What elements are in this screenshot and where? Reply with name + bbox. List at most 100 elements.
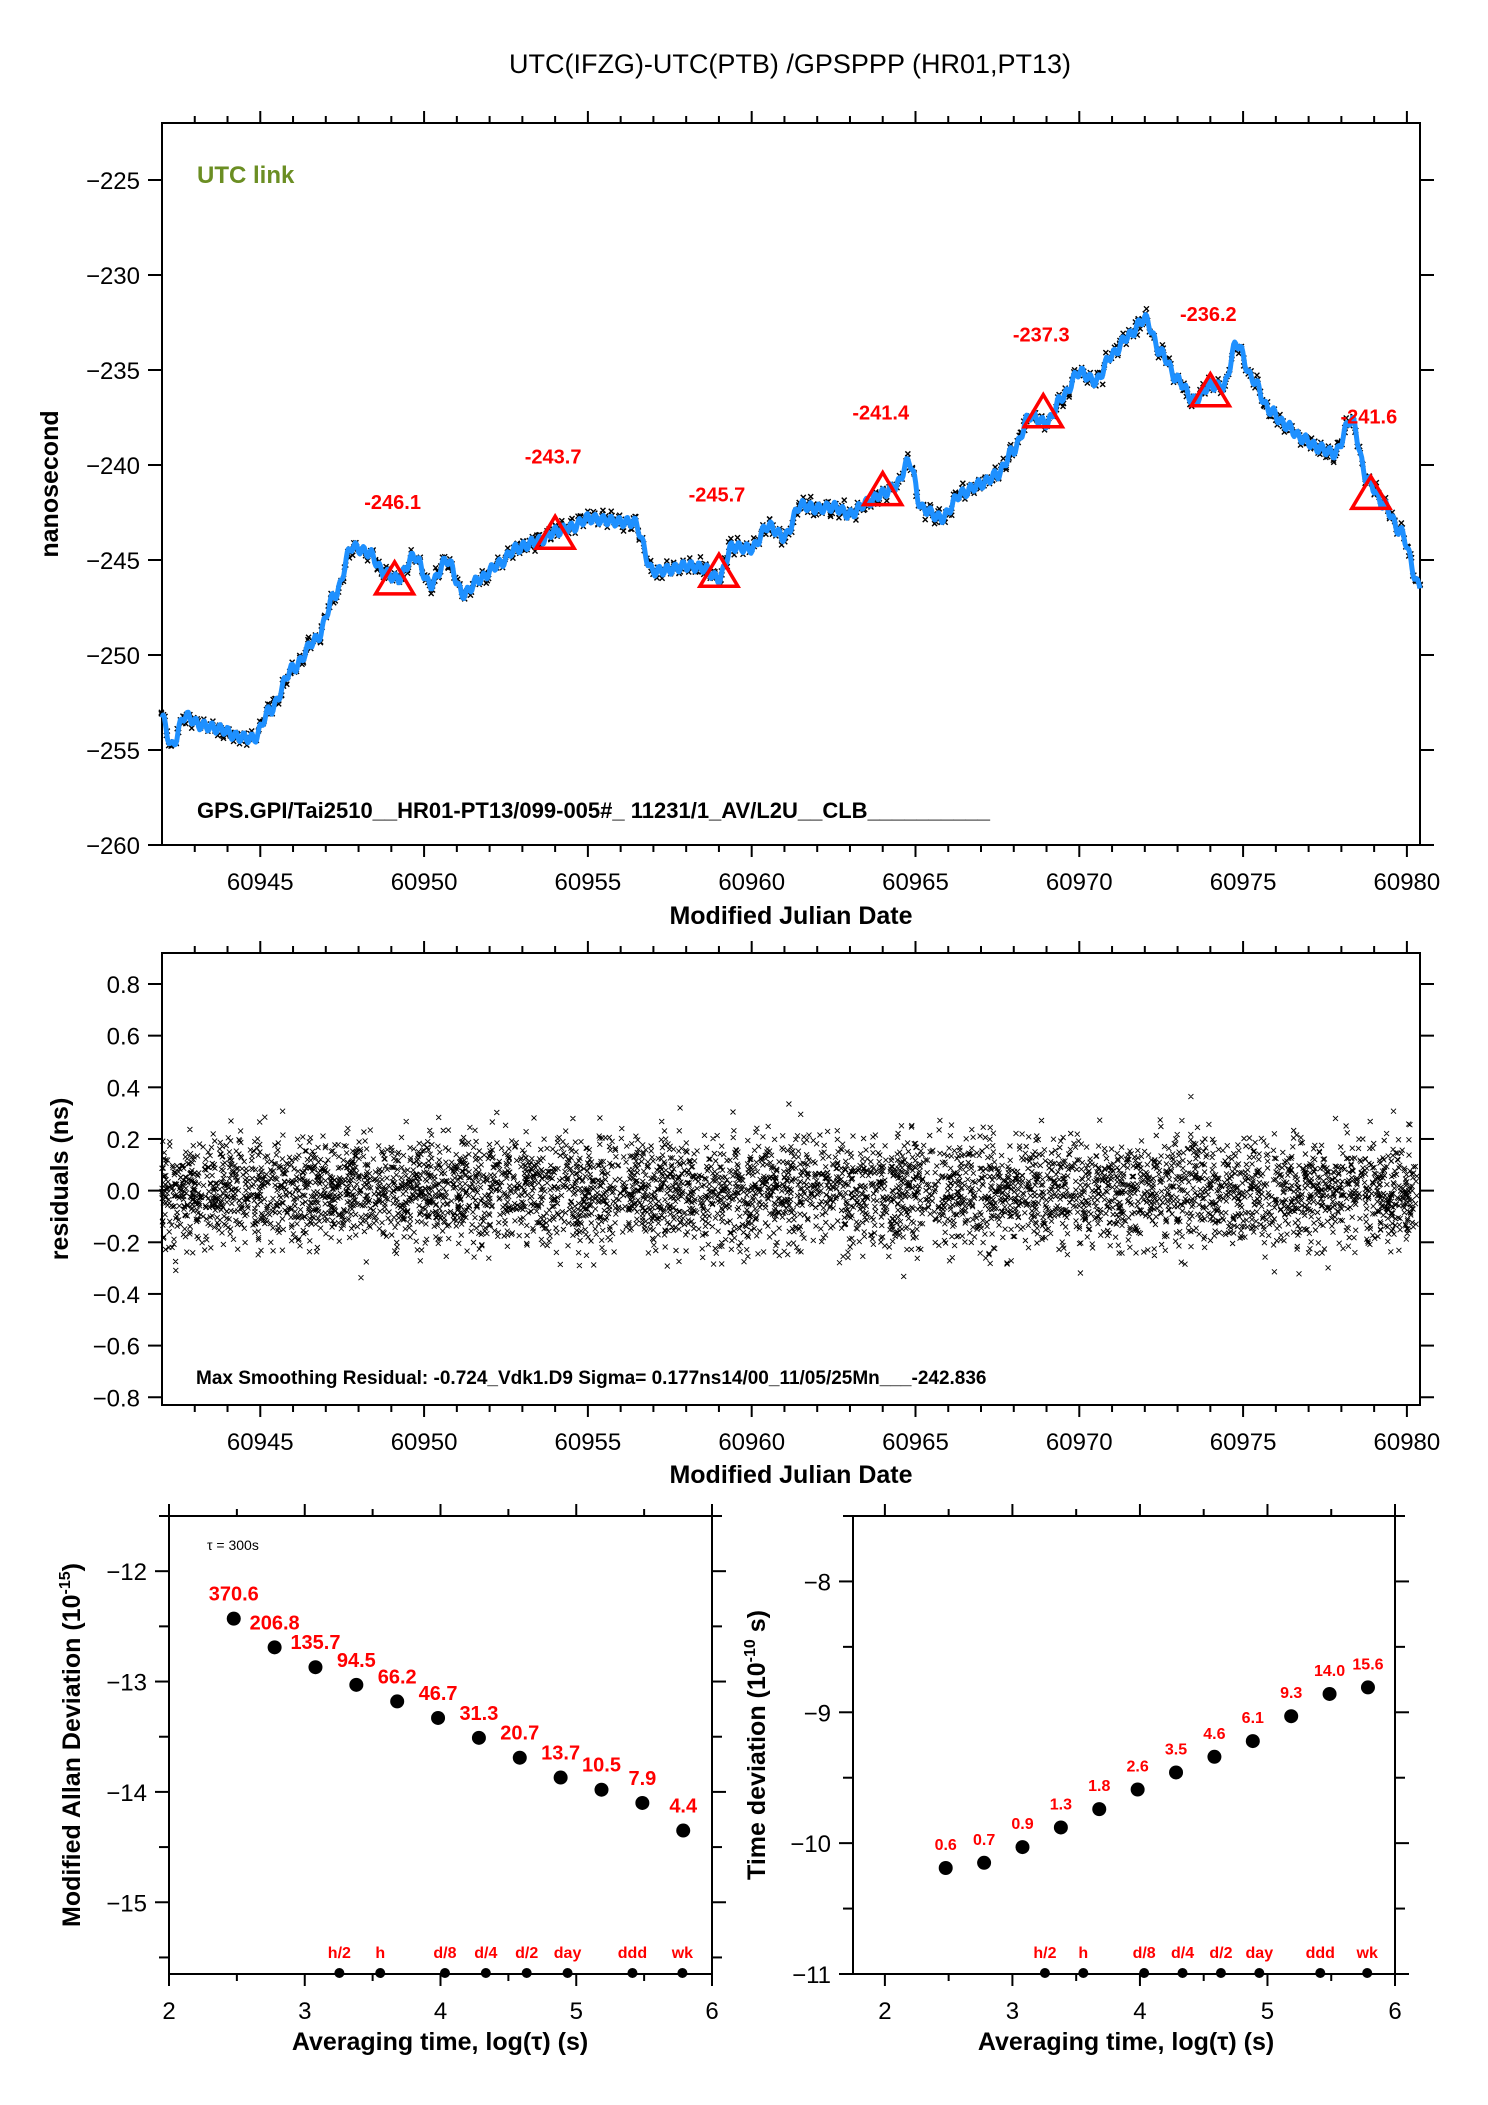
deviation-point xyxy=(1322,1686,1337,1701)
raw-point xyxy=(608,508,615,515)
x-tick-label: 60965 xyxy=(882,869,949,896)
marker-value-label: -237.3 xyxy=(1013,325,1070,347)
time-scale-dot xyxy=(334,1968,345,1978)
time-scale-label: wk xyxy=(1356,1945,1378,1962)
x-tick-label: 3 xyxy=(298,1998,311,2025)
x-tick-label: 60965 xyxy=(882,1429,949,1456)
x-tick-label: 60945 xyxy=(227,1429,294,1456)
raw-point xyxy=(1398,519,1405,526)
raw-point xyxy=(432,564,439,571)
figure-title: UTC(IFZG)-UTC(PTB) /GPSPPP (HR01,PT13) xyxy=(509,49,1071,79)
deviation-value-label: 7.9 xyxy=(628,1768,656,1790)
time-scale-dot xyxy=(1177,1968,1188,1978)
deviation-point xyxy=(1284,1709,1299,1724)
marker-triangle xyxy=(1188,370,1233,408)
y-tick-label: −10 xyxy=(790,1831,831,1858)
time-scale-dot xyxy=(1362,1968,1373,1978)
x-tick-label: 5 xyxy=(1261,1998,1274,2025)
x-tick-label: 60950 xyxy=(391,1429,458,1456)
marker-value-label: -246.1 xyxy=(364,492,421,514)
deviation-point xyxy=(1207,1749,1222,1764)
y-tick-label: −14 xyxy=(106,1780,147,1807)
timeseries-markers: -246.1 -243.7 -245.7 -241.4 -237.3 -236.2 -241… xyxy=(364,304,1397,596)
residuals-footer-note: Max Smoothing Residual: -0.724_Vdk1.D9 S… xyxy=(196,1368,987,1389)
y-tick-label: −250 xyxy=(86,643,140,670)
tdev-ylabel: Time deviation (10-10 s) xyxy=(742,1610,771,1880)
deviation-value-label: 135.7 xyxy=(290,1632,340,1654)
deviation-value-label: 0.7 xyxy=(973,1832,995,1849)
deviation-value-label: 4.4 xyxy=(669,1796,698,1818)
time-scale-dot xyxy=(521,1968,532,1978)
y-tick-label: 0.6 xyxy=(107,1024,140,1051)
y-tick-label: 0.2 xyxy=(107,1127,140,1154)
deviation-point xyxy=(1015,1840,1030,1855)
x-tick-label: 60980 xyxy=(1374,869,1441,896)
time-scale-label: day xyxy=(554,1945,582,1962)
y-tick-label: −225 xyxy=(86,168,140,195)
timeseries-footer-note: GPS.GPI/Tai2510__HR01-PT13/099-005#_ 112… xyxy=(197,798,991,823)
deviation-value-label: 31.3 xyxy=(459,1703,498,1725)
deviation-point xyxy=(308,1660,323,1675)
time-scale-label: wk xyxy=(671,1945,693,1962)
y-tick-label: −0.2 xyxy=(93,1230,140,1257)
mdev-points: 370.6 206.8135.794.566.246.731.320.713.71… xyxy=(209,1584,698,1978)
x-tick-label: 5 xyxy=(570,1998,583,2025)
marker-value-label: -241.4 xyxy=(852,403,910,425)
deviation-value-label: 20.7 xyxy=(500,1723,539,1745)
y-tick-label: −9 xyxy=(804,1700,831,1727)
deviation-point xyxy=(1130,1782,1145,1797)
x-tick-label: 6 xyxy=(705,1998,718,2025)
deviation-value-label: 10.5 xyxy=(582,1755,621,1777)
raw-point xyxy=(1099,381,1106,388)
residuals-plot-frame xyxy=(161,952,1421,1406)
timeseries-panel: 60945 60950 60955 60960 60965 60970 60975 60980… xyxy=(36,111,1440,930)
marker-triangle xyxy=(1348,472,1393,511)
marker-value-label: -236.2 xyxy=(1180,304,1237,326)
y-tick-label: −0.8 xyxy=(93,1385,140,1412)
time-scale-label: d/4 xyxy=(1171,1945,1194,1962)
time-scale-label: d/8 xyxy=(1133,1945,1156,1962)
deviation-value-label: 66.2 xyxy=(378,1666,417,1688)
x-tick-label: 60960 xyxy=(718,869,785,896)
time-scale-dot xyxy=(375,1968,386,1978)
x-tick-label: 2 xyxy=(878,1998,891,2025)
time-scale-dot xyxy=(1139,1968,1150,1978)
y-tick-label: −235 xyxy=(86,358,140,385)
tdev-ylabel-exponent: -10 xyxy=(742,1639,759,1662)
raw-point xyxy=(599,507,606,514)
utc-link-label: UTC link xyxy=(197,162,295,189)
tdev-points: 0.6 0.7 0.9 1.3 1.8 2.6 3.5 4.6 6.1 9.3 14.0 15.6 h/… xyxy=(935,1656,1384,1978)
timeseries-ticks: 60945 60950 60955 60960 60965 60970 60975 60980… xyxy=(86,111,1440,896)
x-tick-label: 60975 xyxy=(1210,1429,1277,1456)
deviation-value-label: 4.6 xyxy=(1203,1726,1225,1743)
time-scale-dot xyxy=(1215,1968,1226,1978)
time-scale-dot xyxy=(1254,1968,1265,1978)
x-tick-label: 2 xyxy=(162,1998,175,2025)
x-tick-label: 60970 xyxy=(1046,869,1113,896)
time-scale-dot xyxy=(627,1968,638,1978)
y-tick-label: −11 xyxy=(792,1962,831,1989)
x-tick-label: 3 xyxy=(1006,1998,1019,2025)
raw-point xyxy=(188,725,195,732)
time-scale-dot xyxy=(677,1968,688,1978)
deviation-value-label: 13.7 xyxy=(541,1743,580,1765)
deviation-point xyxy=(635,1795,650,1810)
timeseries-plot-frame xyxy=(161,122,1421,846)
deviation-value-label: 3.5 xyxy=(1165,1741,1187,1758)
raw-point xyxy=(727,535,734,542)
y-tick-label: −245 xyxy=(86,548,140,575)
y-tick-label: −15 xyxy=(106,1890,147,1917)
x-tick-label: 60980 xyxy=(1374,1429,1441,1456)
deviation-point xyxy=(226,1611,241,1626)
raw-point xyxy=(364,557,371,564)
mdev-ylabel-base: Modified Allan Deviation (10 xyxy=(58,1595,86,1927)
deviation-point xyxy=(349,1677,364,1692)
time-scale-dot xyxy=(480,1968,491,1978)
raw-point xyxy=(1253,372,1260,379)
y-tick-label: −13 xyxy=(106,1670,147,1697)
marker-value-label: -245.7 xyxy=(689,484,746,506)
x-tick-label: 4 xyxy=(1133,1998,1146,2025)
deviation-point xyxy=(1053,1820,1068,1835)
raw-point xyxy=(220,735,227,742)
